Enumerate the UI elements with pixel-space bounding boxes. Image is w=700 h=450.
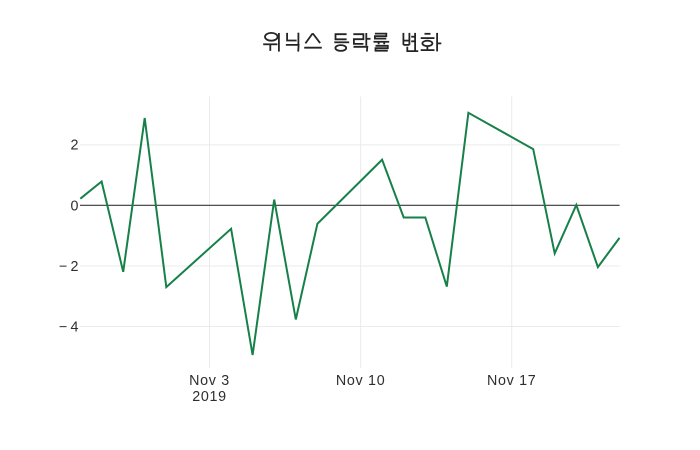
svg-text:−4: −4 <box>59 320 79 336</box>
svg-text:2019: 2019 <box>192 389 227 405</box>
svg-text:2: 2 <box>71 138 79 154</box>
svg-text:Nov 10: Nov 10 <box>336 373 386 389</box>
svg-text:0: 0 <box>71 199 79 215</box>
svg-text:−2: −2 <box>59 259 79 275</box>
svg-text:Nov 3: Nov 3 <box>189 373 230 389</box>
svg-text:Nov 17: Nov 17 <box>487 373 537 389</box>
